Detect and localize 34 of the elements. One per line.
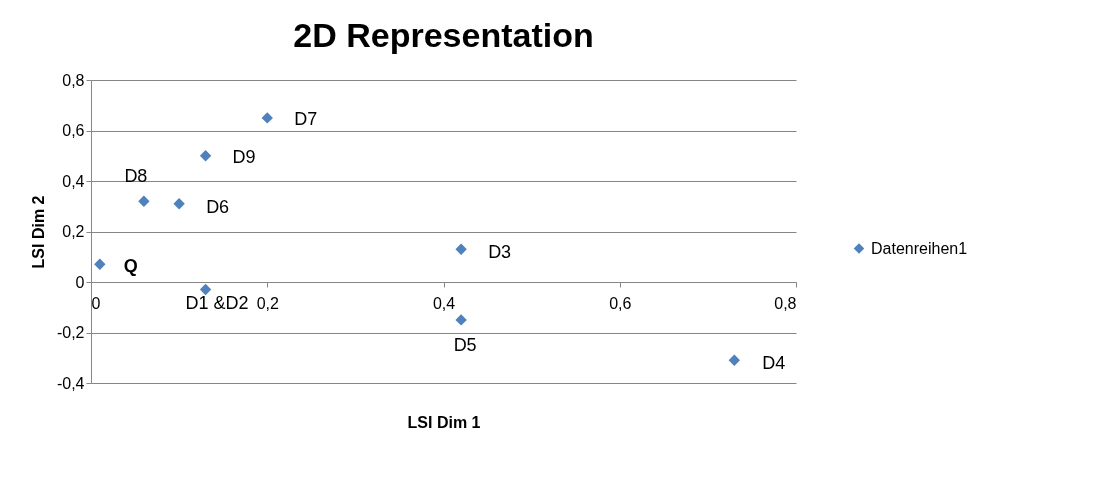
annotation: D9: [232, 146, 256, 167]
point: [94, 258, 106, 271]
y-tick-label: 0,4: [62, 172, 85, 190]
point: [455, 243, 467, 255]
x-tick-label: 0,2: [256, 294, 279, 312]
annotation: Q: [123, 256, 138, 277]
y-tick-label: 0,8: [62, 71, 85, 89]
annotation: D1 &D2: [185, 292, 249, 313]
annotation: D6: [206, 196, 230, 217]
annotation: D4: [762, 353, 786, 374]
point: [199, 283, 212, 296]
point: [728, 354, 741, 366]
chart-title: 2D Representation: [293, 16, 594, 54]
annotation: D3: [488, 242, 512, 263]
legend-label: Datenreihen1: [871, 239, 968, 257]
x-tick-label: 0: [91, 294, 101, 312]
point: [455, 314, 467, 326]
annotation: D5: [453, 334, 477, 355]
y-tick-label: 0,6: [62, 122, 85, 139]
point: [261, 112, 273, 124]
annotation: D8: [124, 166, 148, 187]
x-tick-label: 0,6: [609, 294, 632, 312]
point: [138, 195, 150, 207]
x-axis-title: LSI Dim 1: [407, 413, 481, 431]
annotation: D7: [294, 108, 318, 129]
y-axis-title: LSI Dim 2: [29, 195, 47, 269]
point: [199, 150, 212, 162]
y-tick-label: -0,4: [56, 374, 85, 392]
y-tick-label: 0,2: [62, 223, 85, 240]
point: [173, 198, 185, 210]
y-tick-label: -0,2: [56, 324, 85, 341]
x-tick-label: 0,4: [432, 294, 456, 312]
x-tick-label: 0,8: [774, 294, 797, 312]
y-tick-label: 0: [75, 273, 85, 291]
